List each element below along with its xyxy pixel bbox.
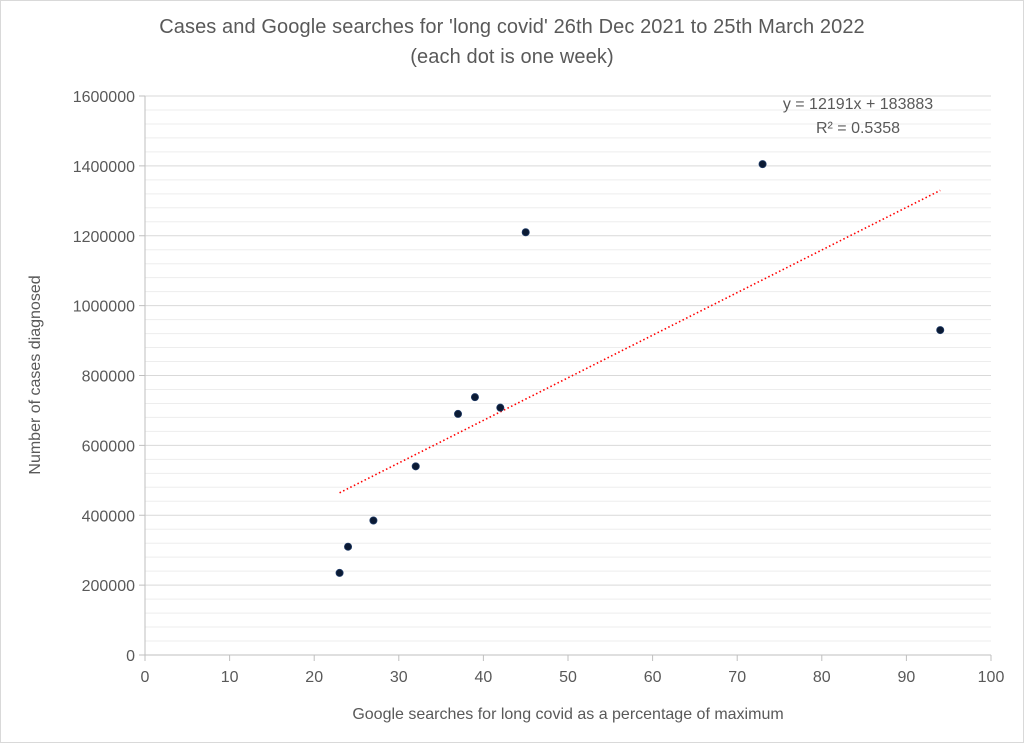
trendline-layer [339,189,941,494]
data-point [344,542,353,551]
chart-subtitle: (each dot is one week) [410,46,614,68]
x-tick-label: 70 [728,669,746,686]
x-tick-label: 90 [898,669,916,686]
y-tick-label: 200000 [82,578,135,595]
data-point [369,516,378,525]
x-tick-label: 10 [221,669,239,686]
data-point [411,462,420,471]
y-tick-label: 800000 [82,369,135,386]
x-tick-label: 0 [141,669,150,686]
gridlines [145,95,991,642]
trendline-equation: y = 12191x + 183883 [783,96,933,113]
y-tick-label: 600000 [82,438,135,455]
x-tick-label: 60 [644,669,662,686]
tick-labels: 0 10 20 30 40 50 60 70 80 90 100 0 200000 400000 60000… [73,89,1005,686]
data-points [335,160,945,577]
trendline-r-squared: R² = 0.5358 [816,120,900,137]
data-point [521,228,530,237]
data-point [335,568,344,577]
data-point [470,393,479,402]
y-tick-label: 1000000 [73,299,135,316]
data-point [758,160,767,169]
y-axis-title: Number of cases diagnosed [27,275,44,474]
data-point [936,326,945,335]
trendline [339,189,941,494]
x-tick-label: 40 [475,669,493,686]
chart-title: Cases and Google searches for 'long covi… [159,16,865,38]
x-tick-label: 50 [559,669,577,686]
data-point [496,403,505,412]
axes [139,95,992,661]
y-tick-label: 1400000 [73,159,135,176]
y-tick-label: 1200000 [73,229,135,246]
x-tick-label: 20 [305,669,323,686]
x-tick-label: 80 [813,669,831,686]
x-tick-label: 30 [390,669,408,686]
data-point [454,409,463,418]
y-tick-label: 0 [126,648,135,665]
y-tick-label: 1600000 [73,89,135,106]
x-tick-label: 100 [978,669,1005,686]
x-axis-title: Google searches for long covid as a perc… [352,706,783,723]
y-tick-label: 400000 [82,508,135,525]
